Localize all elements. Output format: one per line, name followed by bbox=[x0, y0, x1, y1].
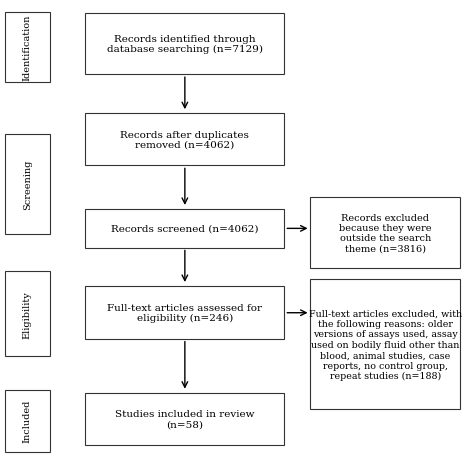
FancyBboxPatch shape bbox=[310, 198, 460, 268]
Text: Records identified through
database searching (n=7129): Records identified through database sear… bbox=[107, 35, 263, 54]
FancyBboxPatch shape bbox=[5, 272, 50, 356]
FancyBboxPatch shape bbox=[5, 12, 50, 83]
Text: Included: Included bbox=[23, 399, 32, 443]
FancyBboxPatch shape bbox=[85, 209, 284, 248]
Text: Records screened (n=4062): Records screened (n=4062) bbox=[111, 224, 259, 233]
FancyBboxPatch shape bbox=[85, 14, 284, 75]
Text: Full-text articles excluded, with
the following reasons: older
versions of assay: Full-text articles excluded, with the fo… bbox=[309, 309, 462, 380]
FancyBboxPatch shape bbox=[310, 280, 460, 410]
FancyBboxPatch shape bbox=[5, 390, 50, 451]
FancyBboxPatch shape bbox=[85, 393, 284, 445]
Text: Studies included in review
(n=58): Studies included in review (n=58) bbox=[115, 409, 255, 429]
Text: Records after duplicates
removed (n=4062): Records after duplicates removed (n=4062… bbox=[120, 130, 249, 150]
FancyBboxPatch shape bbox=[85, 114, 284, 166]
Text: Records excluded
because they were
outside the search
theme (n=3816): Records excluded because they were outsi… bbox=[339, 213, 431, 253]
FancyBboxPatch shape bbox=[5, 134, 50, 234]
Text: Screening: Screening bbox=[23, 159, 32, 209]
Text: Full-text articles assessed for
eligibility (n=246): Full-text articles assessed for eligibil… bbox=[107, 303, 263, 323]
Text: Identification: Identification bbox=[23, 15, 32, 81]
FancyBboxPatch shape bbox=[85, 287, 284, 339]
Text: Eligibility: Eligibility bbox=[23, 290, 32, 338]
